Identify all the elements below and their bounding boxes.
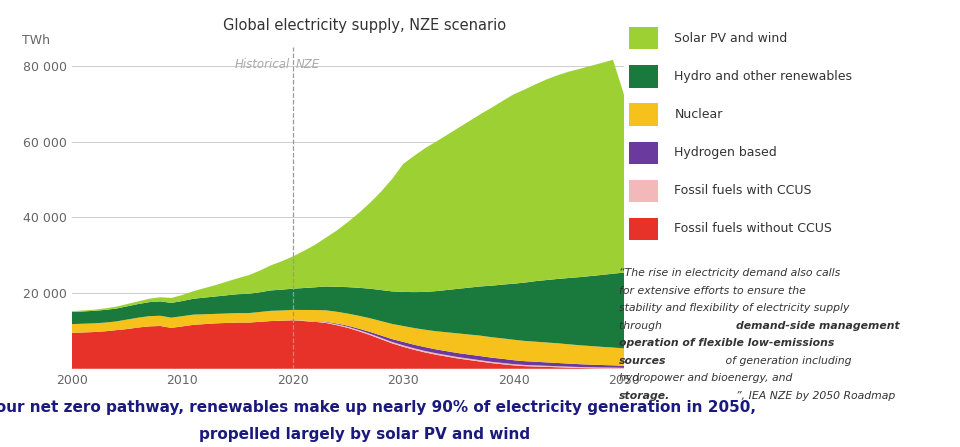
Bar: [629, 104, 659, 126]
Text: Hydro and other renewables: Hydro and other renewables: [675, 70, 852, 83]
Bar: [629, 27, 659, 49]
Text: sources: sources: [619, 356, 666, 366]
Bar: [629, 65, 659, 88]
Text: operation of flexible low-emissions: operation of flexible low-emissions: [619, 338, 834, 348]
Text: NZE: NZE: [296, 58, 321, 71]
Text: for extensive efforts to ensure the: for extensive efforts to ensure the: [619, 286, 806, 295]
Text: TWh: TWh: [22, 34, 50, 47]
Text: stability and flexibility of electricity supply: stability and flexibility of electricity…: [619, 303, 850, 313]
Text: through: through: [619, 320, 665, 331]
Bar: [629, 180, 659, 202]
Text: propelled largely by solar PV and wind: propelled largely by solar PV and wind: [200, 427, 530, 442]
Text: storage.: storage.: [619, 391, 670, 401]
Text: In our net zero pathway, renewables make up nearly 90% of electricity generation: In our net zero pathway, renewables make…: [0, 400, 756, 415]
Bar: [629, 218, 659, 240]
Text: “The rise in electricity demand also calls: “The rise in electricity demand also cal…: [619, 268, 840, 278]
Text: Fossil fuels without CCUS: Fossil fuels without CCUS: [675, 222, 832, 236]
Text: demand-side management: demand-side management: [736, 320, 900, 331]
Text: Historical: Historical: [234, 58, 290, 71]
Text: Hydrogen based: Hydrogen based: [675, 146, 778, 159]
Text: Global electricity supply, NZE scenario: Global electricity supply, NZE scenario: [224, 18, 506, 33]
Text: ”, IEA NZE by 2050 Roadmap: ”, IEA NZE by 2050 Roadmap: [736, 391, 896, 401]
Text: Solar PV and wind: Solar PV and wind: [675, 32, 788, 45]
Text: Fossil fuels with CCUS: Fossil fuels with CCUS: [675, 184, 812, 197]
Text: Nuclear: Nuclear: [675, 108, 723, 121]
Bar: [629, 142, 659, 164]
Text: of generation including: of generation including: [722, 356, 852, 366]
Text: hydropower and bioenergy, and: hydropower and bioenergy, and: [619, 373, 796, 383]
